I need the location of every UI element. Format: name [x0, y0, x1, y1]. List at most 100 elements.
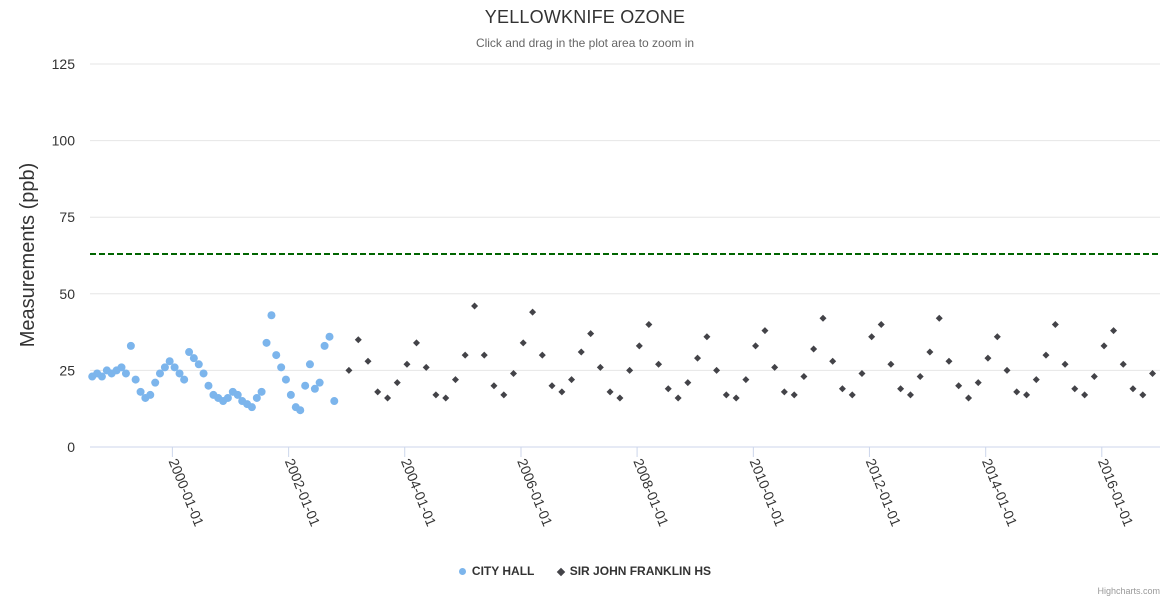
- data-point-city-hall[interactable]: [204, 381, 213, 390]
- data-point-sir-john-franklin[interactable]: [722, 391, 730, 399]
- data-point-sir-john-franklin[interactable]: [742, 376, 750, 384]
- data-point-sir-john-franklin[interactable]: [1139, 391, 1147, 399]
- data-point-sir-john-franklin[interactable]: [887, 360, 895, 368]
- data-point-sir-john-franklin[interactable]: [877, 320, 885, 328]
- data-point-sir-john-franklin[interactable]: [1051, 320, 1059, 328]
- data-point-sir-john-franklin[interactable]: [1100, 342, 1108, 350]
- data-point-city-hall[interactable]: [252, 393, 261, 402]
- data-point-sir-john-franklin[interactable]: [354, 336, 362, 344]
- data-point-city-hall[interactable]: [136, 387, 145, 396]
- data-point-city-hall[interactable]: [272, 351, 281, 360]
- data-point-city-hall[interactable]: [320, 341, 329, 350]
- data-point-city-hall[interactable]: [233, 390, 242, 399]
- data-point-sir-john-franklin[interactable]: [548, 382, 556, 390]
- data-point-sir-john-franklin[interactable]: [829, 357, 837, 365]
- data-point-sir-john-franklin[interactable]: [538, 351, 546, 359]
- data-point-sir-john-franklin[interactable]: [655, 360, 663, 368]
- data-point-sir-john-franklin[interactable]: [703, 333, 711, 341]
- data-point-sir-john-franklin[interactable]: [364, 357, 372, 365]
- data-point-city-hall[interactable]: [267, 311, 276, 320]
- data-point-city-hall[interactable]: [296, 406, 305, 415]
- data-point-sir-john-franklin[interactable]: [868, 333, 876, 341]
- data-point-city-hall[interactable]: [262, 338, 271, 347]
- data-point-city-hall[interactable]: [247, 403, 256, 412]
- data-point-sir-john-franklin[interactable]: [480, 351, 488, 359]
- data-point-sir-john-franklin[interactable]: [664, 385, 672, 393]
- data-point-sir-john-franklin[interactable]: [645, 320, 653, 328]
- data-points[interactable]: [88, 302, 1157, 415]
- data-point-city-hall[interactable]: [223, 393, 232, 402]
- data-point-sir-john-franklin[interactable]: [451, 376, 459, 384]
- data-point-sir-john-franklin[interactable]: [1129, 385, 1137, 393]
- data-point-sir-john-franklin[interactable]: [413, 339, 421, 347]
- data-point-city-hall[interactable]: [151, 378, 160, 387]
- data-point-sir-john-franklin[interactable]: [974, 379, 982, 387]
- data-point-city-hall[interactable]: [315, 378, 324, 387]
- data-point-sir-john-franklin[interactable]: [713, 366, 721, 374]
- data-point-sir-john-franklin[interactable]: [694, 354, 702, 362]
- data-point-sir-john-franklin[interactable]: [461, 351, 469, 359]
- data-point-sir-john-franklin[interactable]: [500, 391, 508, 399]
- data-point-sir-john-franklin[interactable]: [1119, 360, 1127, 368]
- data-point-sir-john-franklin[interactable]: [626, 366, 634, 374]
- data-point-city-hall[interactable]: [286, 390, 295, 399]
- data-point-sir-john-franklin[interactable]: [596, 363, 604, 371]
- data-point-sir-john-franklin[interactable]: [635, 342, 643, 350]
- data-point-sir-john-franklin[interactable]: [558, 388, 566, 396]
- data-point-sir-john-franklin[interactable]: [422, 363, 430, 371]
- data-point-sir-john-franklin[interactable]: [616, 394, 624, 402]
- data-point-sir-john-franklin[interactable]: [1013, 388, 1021, 396]
- data-point-sir-john-franklin[interactable]: [674, 394, 682, 402]
- data-point-city-hall[interactable]: [310, 384, 319, 393]
- data-point-sir-john-franklin[interactable]: [858, 369, 866, 377]
- data-point-sir-john-franklin[interactable]: [684, 379, 692, 387]
- data-point-sir-john-franklin[interactable]: [403, 360, 411, 368]
- data-point-sir-john-franklin[interactable]: [926, 348, 934, 356]
- data-point-sir-john-franklin[interactable]: [432, 391, 440, 399]
- data-point-city-hall[interactable]: [199, 369, 208, 378]
- data-point-city-hall[interactable]: [131, 375, 140, 384]
- data-point-city-hall[interactable]: [117, 363, 126, 372]
- data-point-sir-john-franklin[interactable]: [945, 357, 953, 365]
- data-point-sir-john-franklin[interactable]: [732, 394, 740, 402]
- data-point-sir-john-franklin[interactable]: [1071, 385, 1079, 393]
- data-point-sir-john-franklin[interactable]: [393, 379, 401, 387]
- data-point-city-hall[interactable]: [121, 369, 130, 378]
- data-point-sir-john-franklin[interactable]: [780, 388, 788, 396]
- credits-link[interactable]: Highcharts.com: [1097, 586, 1160, 596]
- data-point-sir-john-franklin[interactable]: [752, 342, 760, 350]
- legend-item-city-hall[interactable]: CITY HALL: [458, 564, 534, 578]
- data-point-sir-john-franklin[interactable]: [897, 385, 905, 393]
- data-point-city-hall[interactable]: [146, 390, 155, 399]
- data-point-sir-john-franklin[interactable]: [916, 373, 924, 381]
- data-point-sir-john-franklin[interactable]: [955, 382, 963, 390]
- data-point-sir-john-franklin[interactable]: [384, 394, 392, 402]
- data-point-sir-john-franklin[interactable]: [471, 302, 479, 310]
- data-point-sir-john-franklin[interactable]: [906, 391, 914, 399]
- data-point-sir-john-franklin[interactable]: [568, 376, 576, 384]
- data-point-sir-john-franklin[interactable]: [1032, 376, 1040, 384]
- data-point-sir-john-franklin[interactable]: [1042, 351, 1050, 359]
- data-point-city-hall[interactable]: [277, 363, 286, 372]
- data-point-sir-john-franklin[interactable]: [1023, 391, 1031, 399]
- data-point-sir-john-franklin[interactable]: [761, 327, 769, 335]
- data-point-sir-john-franklin[interactable]: [510, 369, 518, 377]
- data-point-sir-john-franklin[interactable]: [993, 333, 1001, 341]
- data-point-city-hall[interactable]: [305, 360, 314, 369]
- data-point-city-hall[interactable]: [160, 363, 169, 372]
- data-point-sir-john-franklin[interactable]: [819, 314, 827, 322]
- data-point-sir-john-franklin[interactable]: [1003, 366, 1011, 374]
- data-point-city-hall[interactable]: [126, 341, 135, 350]
- data-point-city-hall[interactable]: [170, 363, 179, 372]
- data-point-city-hall[interactable]: [97, 372, 106, 381]
- data-point-city-hall[interactable]: [257, 387, 266, 396]
- data-point-city-hall[interactable]: [185, 348, 194, 357]
- data-point-sir-john-franklin[interactable]: [1081, 391, 1089, 399]
- data-point-sir-john-franklin[interactable]: [529, 308, 537, 316]
- data-point-sir-john-franklin[interactable]: [1149, 369, 1157, 377]
- data-point-sir-john-franklin[interactable]: [374, 388, 382, 396]
- data-point-city-hall[interactable]: [180, 375, 189, 384]
- data-point-sir-john-franklin[interactable]: [1090, 373, 1098, 381]
- data-point-sir-john-franklin[interactable]: [345, 366, 353, 374]
